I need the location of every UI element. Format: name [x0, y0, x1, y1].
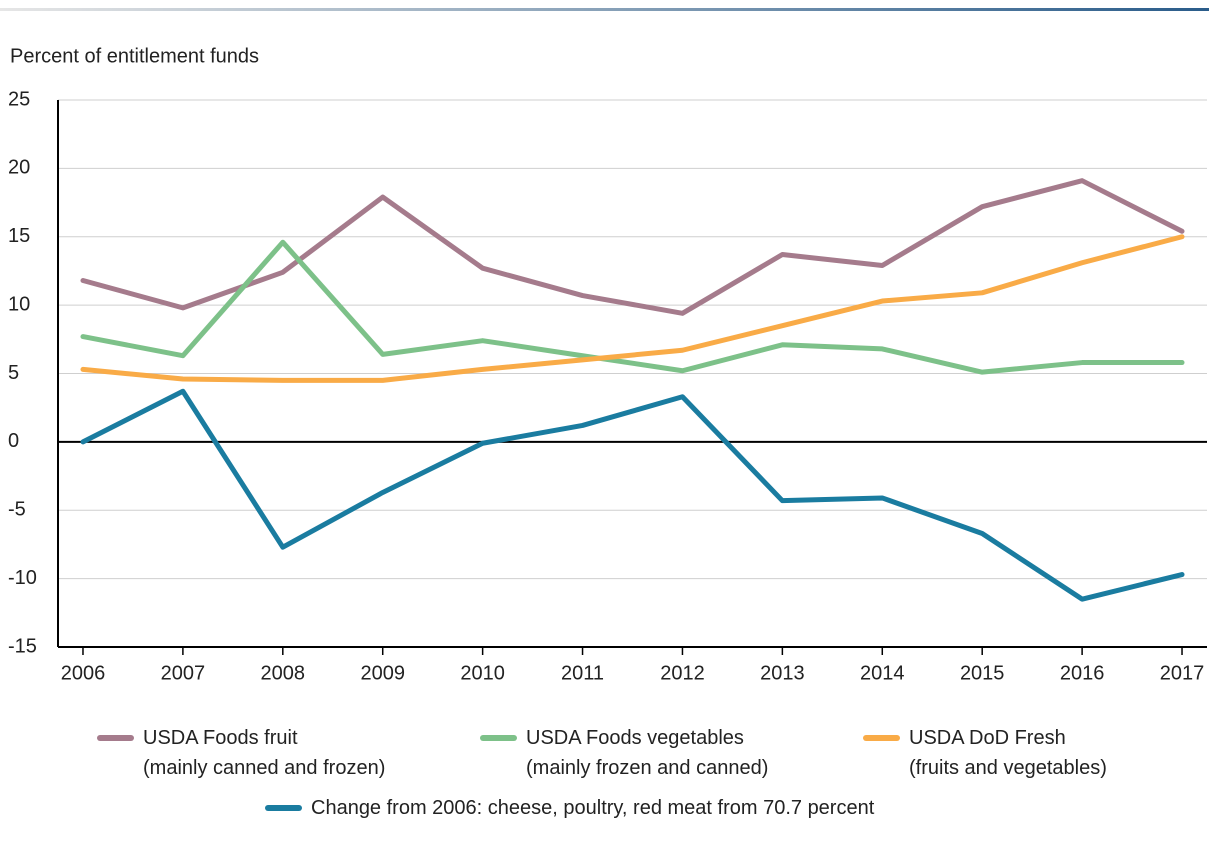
series-line [80, 239, 1185, 375]
x-tick-label: 2007 [161, 662, 206, 684]
y-tick-label: 0 [8, 430, 19, 452]
legend-item: USDA DoD Fresh (fruits and vegetables) [863, 723, 1107, 783]
y-axis-label: Percent of entitlement funds [10, 45, 259, 67]
legend-item: USDA Foods fruit (mainly canned and froz… [97, 723, 385, 783]
legend-label: USDA DoD Fresh (fruits and vegetables) [909, 727, 1107, 779]
series-line [80, 178, 1185, 316]
y-tick-label: -5 [8, 499, 26, 521]
y-tick-label: 20 [8, 157, 30, 179]
legend-swatch [97, 735, 134, 741]
x-tick-label: 2011 [561, 662, 604, 684]
y-tick-label: 15 [8, 225, 30, 247]
x-tick-label: 2016 [1060, 662, 1105, 684]
legend-label: Change from 2006: cheese, poultry, red m… [311, 797, 875, 819]
series-line [80, 388, 1185, 602]
y-tick-label: 10 [8, 293, 30, 315]
y-tick-label: 5 [8, 362, 19, 384]
y-tick-label: -10 [8, 567, 37, 589]
legend-swatch [480, 735, 517, 741]
x-tick-label: 2010 [460, 662, 505, 684]
y-tick-label: 25 [8, 88, 30, 110]
x-tick-label: 2014 [860, 662, 905, 684]
series-line [80, 234, 1185, 383]
legend-label: USDA Foods fruit (mainly canned and froz… [143, 727, 386, 779]
x-tick-label: 2006 [61, 662, 106, 684]
x-tick-label: 2017 [1160, 662, 1205, 684]
x-tick-label: 2008 [261, 662, 306, 684]
legend-item: Change from 2006: cheese, poultry, red m… [265, 793, 874, 823]
x-tick-label: 2009 [360, 662, 405, 684]
x-tick-label: 2013 [760, 662, 805, 684]
x-tick-label: 2012 [660, 662, 705, 684]
x-tick-label: 2015 [960, 662, 1005, 684]
legend-swatch [265, 805, 302, 811]
y-tick-label: -15 [8, 635, 37, 657]
legend-item: USDA Foods vegetables (mainly frozen and… [480, 723, 768, 783]
legend-label: USDA Foods vegetables (mainly frozen and… [526, 727, 769, 779]
top-rule [0, 8, 1209, 11]
legend-swatch [863, 735, 900, 741]
